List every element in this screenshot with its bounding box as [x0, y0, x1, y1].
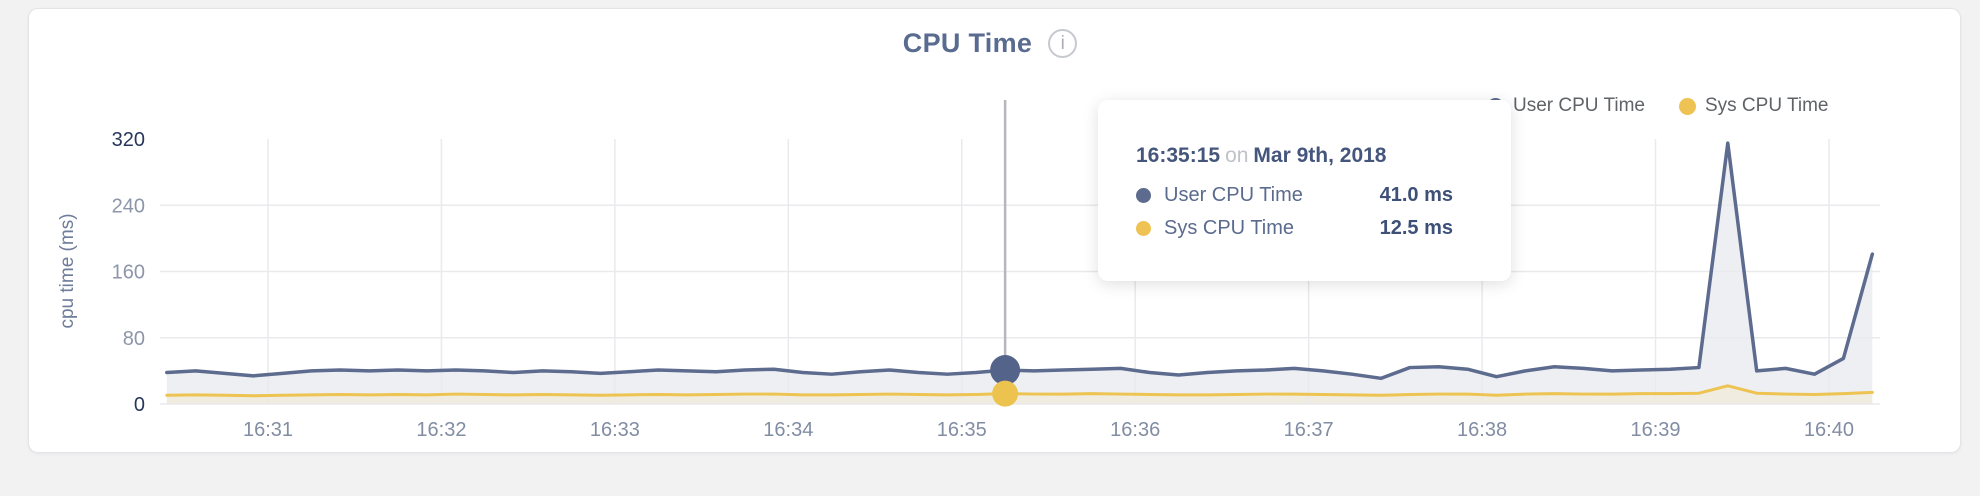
info-icon-glyph: i [1060, 33, 1065, 54]
tooltip-user-label: User CPU Time [1164, 184, 1303, 206]
legend-item-sys-cpu-time[interactable]: Sys CPU Time [1678, 95, 1829, 117]
tooltip-sys-label: Sys CPU Time [1164, 217, 1295, 239]
tooltip-time: 16:35:15 [1136, 144, 1221, 167]
y-axis-title: cpu time (ms) [57, 213, 78, 329]
tooltip-date: Mar 9th, 2018 [1253, 144, 1387, 167]
info-icon[interactable]: i [1048, 29, 1078, 58]
sys-series-dot [1136, 221, 1151, 236]
chart-header: CPU Time i [0, 28, 1980, 59]
tooltip-row-sys: Sys CPU Time 12.5 ms [1136, 212, 1453, 245]
plot-hover-area[interactable] [160, 139, 1880, 404]
chart-tooltip: 16:35:15 on Mar 9th, 2018 User CPU Time 41… [1098, 100, 1511, 281]
tooltip-row-user: User CPU Time 41.0 ms [1136, 179, 1453, 212]
tooltip-timestamp: 16:35:15 on Mar 9th, 2018 [1136, 144, 1453, 168]
legend-label-user: User CPU Time [1513, 95, 1645, 116]
chart-legend: User CPU Time Sys CPU Time [1487, 95, 1829, 117]
tooltip-connector: on [1225, 144, 1249, 167]
chart-title: CPU Time [902, 28, 1033, 58]
tooltip-sys-value: 12.5 ms [1379, 217, 1453, 239]
legend-label-sys: Sys CPU Time [1704, 95, 1829, 116]
sys-series-legend-dot [1678, 97, 1696, 115]
user-series-dot [1136, 188, 1151, 203]
tooltip-user-value: 41.0 ms [1379, 184, 1453, 206]
